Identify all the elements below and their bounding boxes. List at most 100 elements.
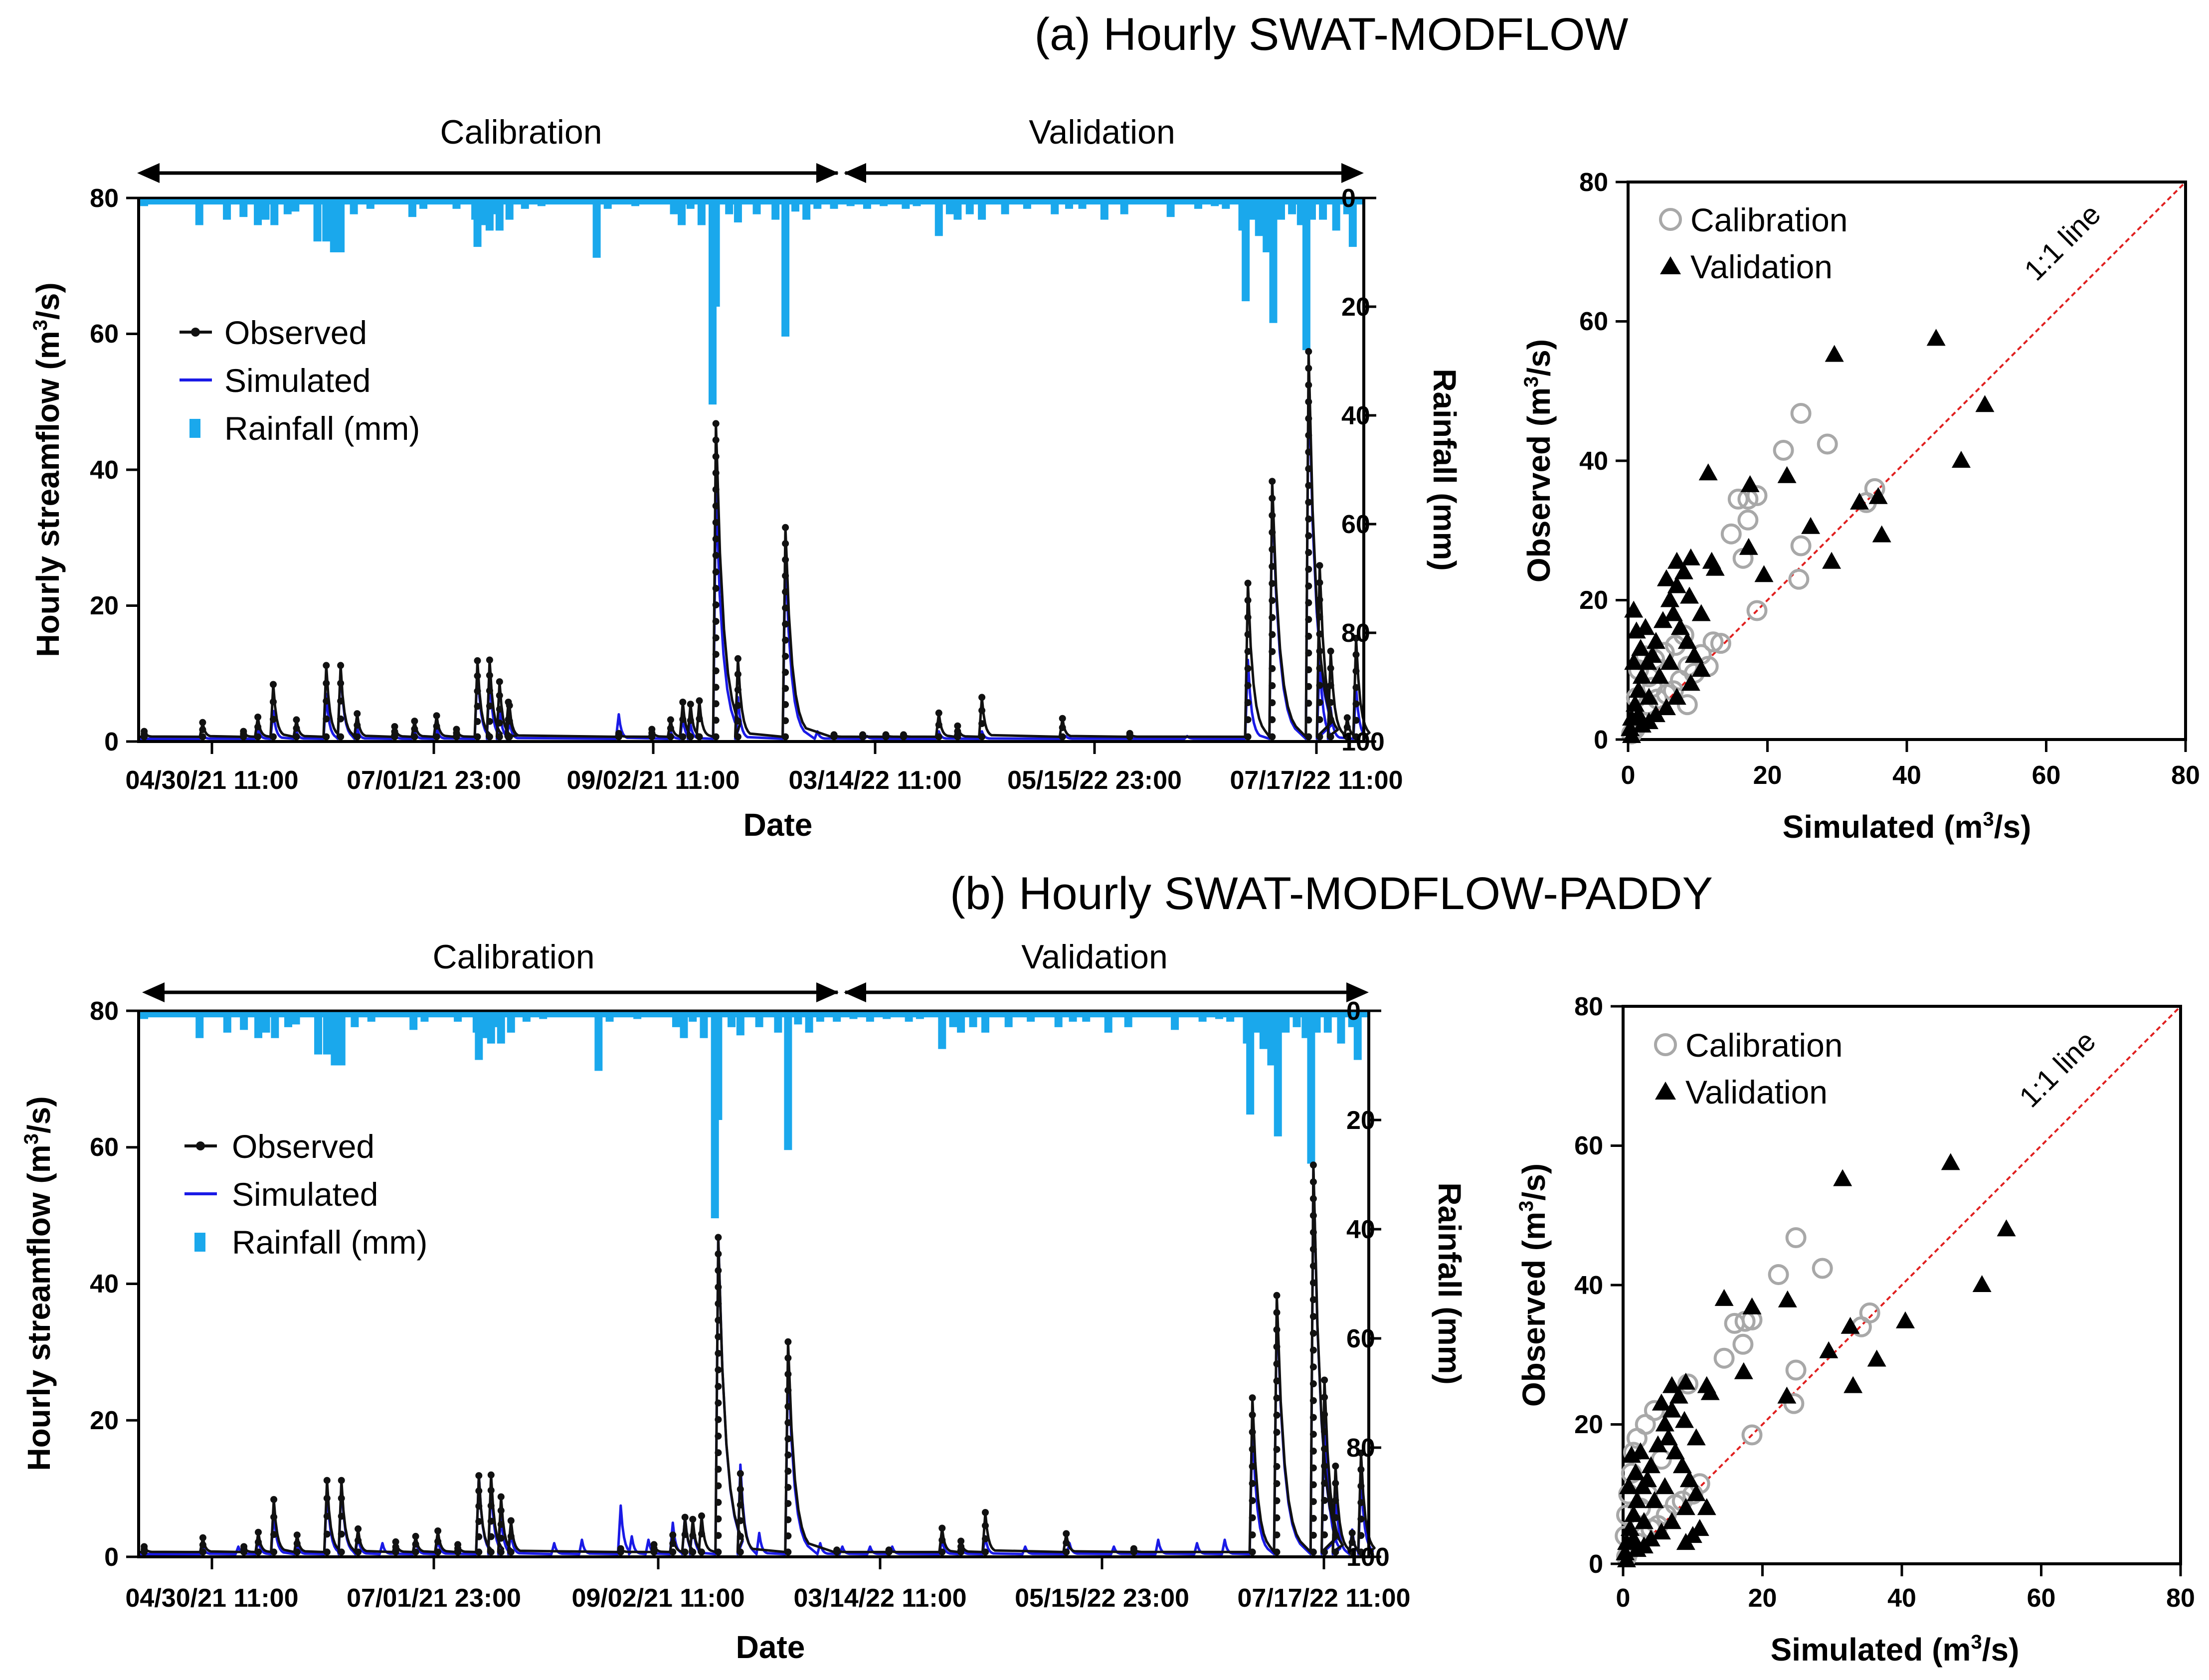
observed-point-b-6-0: [323, 1548, 331, 1556]
validation-point-a-32: [1684, 646, 1704, 663]
rainfall-bar-b-9: [314, 1011, 323, 1055]
observed-point-b-25-3: [784, 1500, 792, 1507]
observed-point-a-37-2: [1269, 699, 1276, 707]
validation-point-a-25: [1629, 681, 1648, 698]
rainfall-bar-b-27: [594, 1011, 603, 1071]
observed-point-a-38-8: [1305, 599, 1312, 606]
observed-point-b-23-2: [715, 1515, 722, 1522]
observed-point-a-24-4: [712, 667, 720, 675]
validation-point-a-0: [1926, 329, 1946, 346]
validation-point-a-18: [1667, 576, 1686, 593]
observed-point-b-25-12: [784, 1354, 792, 1362]
rainfall-bar-a-27: [592, 198, 601, 258]
rainfall-bar-a-13: [350, 198, 358, 214]
observed-point-a-35-2: [1126, 730, 1133, 737]
legend-rainfall-swatch-b: [194, 1233, 205, 1252]
observed-point-b-32-2: [1130, 1545, 1137, 1552]
validation-point-b-17: [1669, 1386, 1688, 1404]
rainfall-bar-b-44: [816, 1011, 824, 1022]
observed-point-b-25-9: [784, 1403, 792, 1410]
observed-point-a-20-1: [667, 725, 674, 732]
observed-point-b-30-2: [982, 1522, 989, 1529]
observed-point-b-37-1: [1332, 1531, 1339, 1538]
legend-observed-label-a: Observed: [224, 314, 367, 351]
observed-point-b-9-1: [392, 1543, 399, 1551]
observed-point-a-40-3: [1327, 682, 1334, 689]
validation-arrowhead-right-a: [1341, 163, 1364, 183]
observed-point-a-3-1: [254, 723, 262, 731]
observed-point-b-14-3: [487, 1502, 495, 1509]
observed-point-a-38-12: [1305, 532, 1312, 540]
observed-point-b-31-1: [1063, 1539, 1070, 1546]
observed-point-b-1-2: [199, 1534, 206, 1541]
observed-point-a-40-0: [1327, 733, 1334, 741]
observed-point-a-24-6: [712, 634, 720, 642]
validation-point-b-35: [1662, 1512, 1681, 1529]
observed-point-a-37-3: [1269, 682, 1276, 689]
observed-point-b-33-4: [1249, 1480, 1256, 1487]
x-tick-label-a-6: 07/17/22 11:00: [1230, 766, 1403, 795]
observed-point-a-13-5: [474, 657, 481, 664]
validation-point-a-41: [1631, 639, 1651, 656]
observed-point-a-11-0: [433, 733, 440, 741]
observed-point-b-15-0: [497, 1548, 505, 1556]
observed-point-a-24-12: [712, 535, 720, 543]
observed-point-b-36-1: [1321, 1531, 1328, 1538]
scatter-x-label-a-sup: 3: [1983, 808, 1994, 830]
observed-point-b-3-0: [255, 1548, 262, 1556]
observed-point-a-17-0: [506, 733, 513, 741]
observed-point-b-23-7: [715, 1432, 722, 1440]
timeseries-chart-b: Calibration Validation 04/30/21 11:00 07…: [20, 938, 1468, 1665]
legend-validation-marker-a: [1660, 256, 1681, 274]
observed-point-a-36-1: [1244, 716, 1252, 724]
validation-point-a-52: [1680, 586, 1699, 604]
observed-point-a-38-20: [1305, 398, 1312, 405]
y-tick-label-a-40: 40: [90, 456, 119, 485]
scatter-chart-b: 1:1 line 0 20 40 60 80 Simulated (m3/s) …: [1515, 992, 2195, 1668]
observed-point-a-24-10: [712, 568, 720, 575]
validation-point-b-54: [1662, 1376, 1681, 1393]
observed-point-b-36-6: [1321, 1445, 1328, 1453]
observed-point-a-24-14: [712, 502, 720, 510]
rainfall-bar-b-52: [949, 1011, 957, 1027]
rainfall-bar-b-2: [223, 1011, 231, 1033]
rainfall-bar-a-11: [330, 198, 338, 252]
observed-point-a-38-17: [1305, 448, 1312, 456]
observed-point-a-6-3: [323, 680, 330, 687]
rainfall-bar-a-74: [1288, 198, 1296, 214]
observed-point-b-39-4: [1357, 1483, 1365, 1490]
calibration-point-b-7: [1732, 1333, 1754, 1355]
observed-point-b-35-8: [1309, 1414, 1317, 1421]
observed-point-a-24-9: [712, 584, 720, 592]
rainfall-bar-a-81: [1348, 198, 1357, 247]
y-tick-label-b-60: 60: [90, 1133, 119, 1162]
observed-point-a-0-2: [141, 728, 148, 735]
validation-point-a-17: [1674, 562, 1693, 579]
observed-point-b-34-7: [1273, 1429, 1281, 1436]
rainfall-bar-a-73: [1277, 198, 1285, 220]
rainfall-bar-a-76: [1302, 198, 1310, 351]
x-tick-label-a-1: 04/30/21 11:00: [126, 766, 299, 795]
observed-point-b-8-2: [355, 1525, 362, 1532]
rainfall-bar-a-32: [678, 198, 686, 225]
rainfall-bar-b-0: [140, 1011, 149, 1019]
observed-point-b-0-2: [141, 1543, 148, 1550]
observed-point-a-10-1: [411, 725, 418, 733]
sy-tick-label-a-20: 20: [1579, 586, 1608, 615]
phase-arrows-a: Calibration Validation: [137, 113, 1364, 183]
observed-point-b-33-1: [1249, 1531, 1256, 1538]
observed-point-a-22-0: [687, 733, 694, 741]
observed-point-a-14-3: [486, 687, 493, 695]
observed-point-a-39-0: [1316, 733, 1323, 741]
observed-point-b-25-10: [784, 1387, 792, 1394]
observed-point-a-5-1: [293, 725, 300, 732]
observed-point-b-4-0: [270, 1548, 278, 1556]
validation-point-a-29: [1663, 604, 1683, 621]
rainfall-bar-a-59: [1065, 198, 1073, 209]
observed-point-b-39-5: [1357, 1466, 1365, 1473]
calibration-point-a-0: [1790, 403, 1812, 424]
y-axis-label-a: Hourly streamflow (m3/s): [29, 282, 66, 657]
one-to-one-label-a: 1:1 line: [2018, 198, 2107, 287]
rainfall-bar-b-26: [539, 1011, 548, 1019]
rainfall-bar-b-19: [475, 1011, 483, 1060]
